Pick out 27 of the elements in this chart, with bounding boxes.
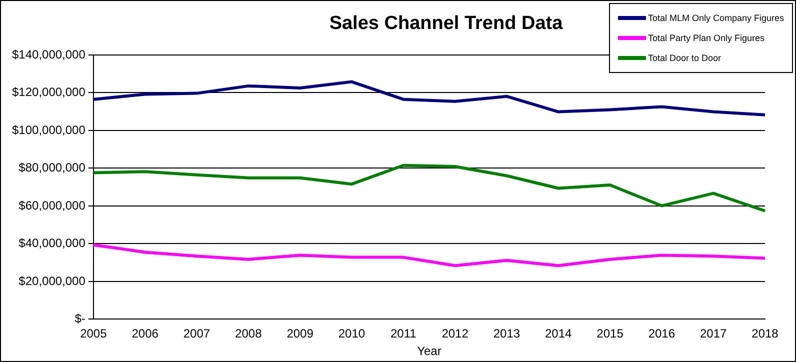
y-tick-label: $80,000,000 [18, 160, 86, 175]
x-axis-title: Year [417, 344, 442, 358]
x-tick-label: 2018 [752, 326, 779, 341]
x-tick-label: 2006 [132, 326, 159, 341]
y-tick-label: $100,000,000 [12, 122, 86, 137]
y-tick-label: $120,000,000 [12, 85, 86, 100]
x-tick-label: 2011 [390, 326, 417, 341]
y-tick-label: $- [74, 312, 86, 326]
y-tick-label: $40,000,000 [18, 236, 86, 250]
x-tick-label: 2014 [545, 326, 572, 341]
y-tick-label: $20,000,000 [18, 274, 86, 288]
x-tick-label: 2012 [442, 326, 469, 341]
x-tick-label: 2007 [183, 326, 210, 341]
x-tick-label: 2009 [286, 326, 314, 341]
x-tick-label: 2013 [493, 326, 520, 341]
legend-label: Total Party Plan Only Figures [648, 33, 765, 43]
y-tick-label: $60,000,000 [18, 198, 86, 212]
x-tick-label: 2015 [596, 326, 624, 341]
x-tick-label: 2010 [338, 326, 366, 341]
y-tick-label: $140,000,000 [12, 47, 86, 62]
chart-title: Sales Channel Trend Data [328, 13, 564, 35]
legend-label: Total Door to Door [648, 53, 721, 63]
legend-label: Total MLM Only Company Figures [648, 13, 784, 23]
x-tick-label: 2008 [235, 326, 262, 341]
x-tick-label: 2005 [80, 326, 108, 341]
x-tick-label: 2016 [648, 326, 676, 341]
x-tick-label: 2017 [700, 326, 728, 341]
